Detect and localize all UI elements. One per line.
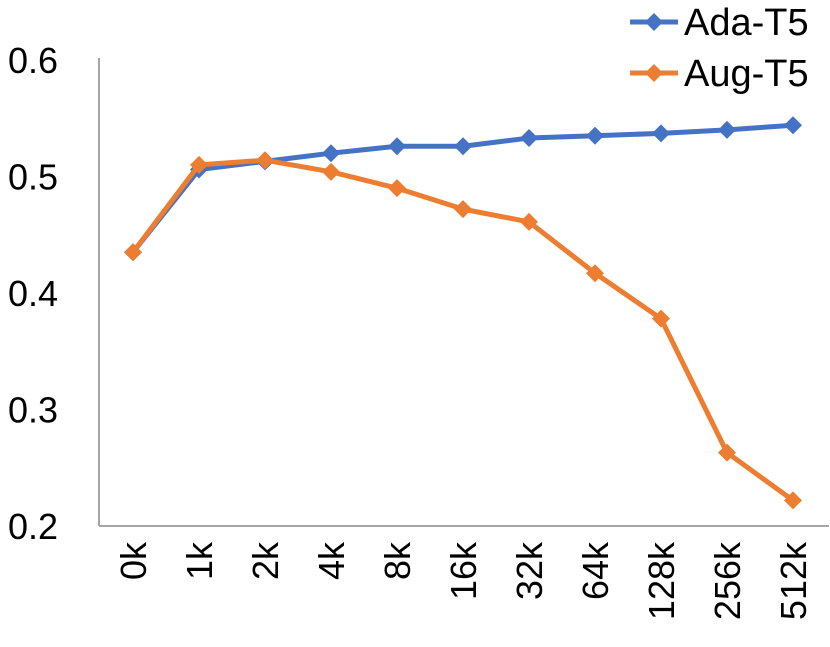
legend-label: Aug-T5	[684, 53, 809, 95]
data-point-marker	[784, 116, 802, 135]
data-point-marker	[652, 309, 670, 328]
y-tick-label: 0.5	[8, 157, 58, 198]
x-tick-label: 1k	[179, 541, 220, 580]
legend-item-ada-t5: Ada-T5	[630, 2, 809, 44]
x-tick-label: 4k	[311, 541, 352, 580]
x-tick-label: 2k	[245, 541, 286, 580]
legend-label: Ada-T5	[684, 2, 809, 44]
data-point-marker	[718, 443, 736, 462]
data-point-marker	[322, 144, 340, 163]
data-point-marker	[520, 212, 538, 231]
y-tick-label: 0.6	[8, 40, 58, 81]
data-point-marker	[190, 155, 208, 174]
x-tick-label: 32k	[509, 541, 550, 600]
x-tick-label: 64k	[575, 541, 616, 600]
data-point-marker	[586, 126, 604, 145]
x-tick-label: 0k	[113, 541, 154, 580]
data-point-marker	[454, 200, 472, 219]
legend-diamond-icon	[645, 64, 663, 82]
data-point-marker	[718, 120, 736, 139]
x-tick-label: 128k	[641, 541, 682, 620]
series-aug-t5	[124, 151, 802, 510]
data-point-marker	[388, 179, 406, 198]
y-tick-label: 0.3	[8, 390, 58, 431]
data-point-marker	[454, 137, 472, 156]
data-point-marker	[652, 124, 670, 143]
data-point-marker	[256, 151, 274, 170]
y-tick-label: 0.4	[8, 273, 58, 314]
x-tick-label: 256k	[707, 541, 748, 620]
legend-item-aug-t5: Aug-T5	[630, 53, 809, 95]
data-point-marker	[520, 129, 538, 148]
x-tick-label: 16k	[443, 541, 484, 600]
data-point-marker	[124, 243, 142, 262]
data-point-marker	[322, 162, 340, 181]
data-point-marker	[586, 264, 604, 283]
x-tick-label: 512k	[773, 541, 814, 620]
x-tick-label: 8k	[377, 541, 418, 580]
series-ada-t5	[124, 116, 802, 262]
legend: Ada-T5 Aug-T5	[630, 2, 809, 95]
data-point-marker	[784, 491, 802, 510]
data-point-marker	[388, 137, 406, 156]
legend-diamond-icon	[645, 13, 663, 31]
y-tick-label: 0.2	[8, 506, 58, 547]
